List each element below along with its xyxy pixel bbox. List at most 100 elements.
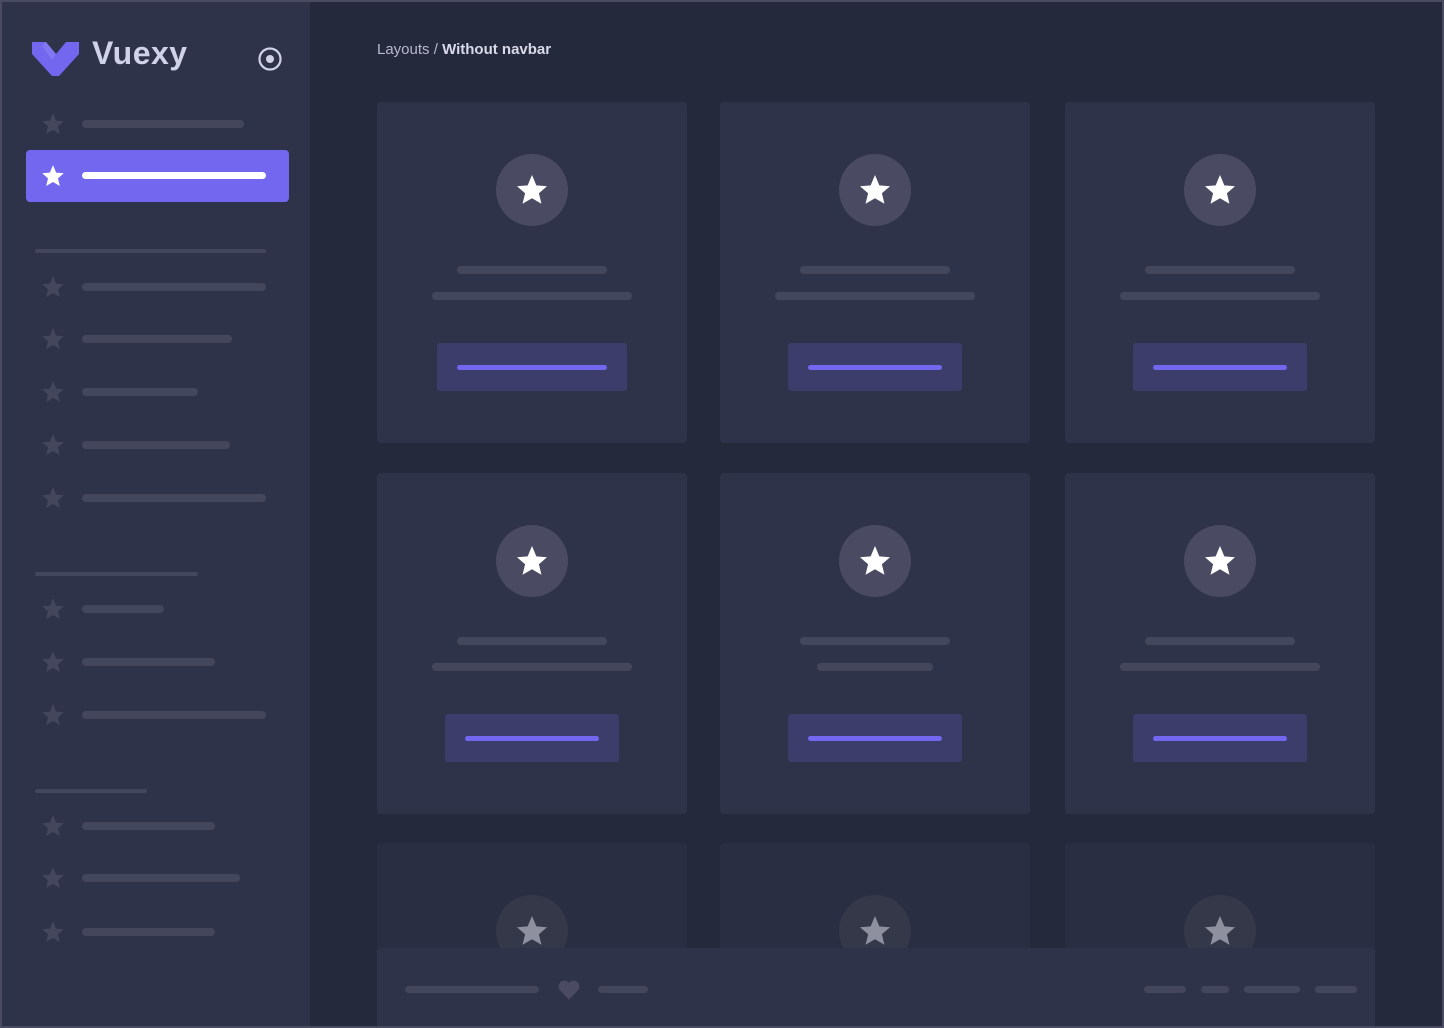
- star-icon: [860, 916, 890, 945]
- star-icon: [42, 921, 64, 942]
- radio-circle-icon[interactable]: [257, 46, 283, 72]
- star-icon: [517, 175, 547, 204]
- sidebar-item[interactable]: [26, 313, 289, 365]
- vuexy-logo-icon: [32, 42, 79, 76]
- card-title-line: [1145, 637, 1295, 645]
- card-button-label: [1153, 365, 1287, 370]
- card-button-label: [457, 365, 607, 370]
- sidebar-item-label: [82, 172, 266, 179]
- sidebar-item[interactable]: [26, 852, 289, 904]
- star-icon: [517, 546, 547, 575]
- star-icon: [42, 867, 64, 888]
- star-icon: [42, 434, 64, 455]
- card-action-button[interactable]: [788, 714, 962, 762]
- card: [377, 473, 687, 814]
- sidebar-item-label: [82, 283, 266, 291]
- card: [1065, 843, 1375, 967]
- sidebar-item[interactable]: [26, 261, 289, 313]
- footer: [377, 948, 1375, 1026]
- card-button-label: [808, 736, 942, 741]
- star-icon: [42, 381, 64, 402]
- sidebar-item[interactable]: [26, 98, 289, 150]
- sidebar-item[interactable]: [26, 636, 289, 688]
- card: [720, 843, 1030, 967]
- card: [377, 843, 687, 967]
- breadcrumb: Layouts / Without navbar: [377, 41, 551, 58]
- sidebar-item-label: [82, 120, 244, 128]
- star-icon: [860, 175, 890, 204]
- sidebar-section-divider: [35, 572, 198, 576]
- sidebar-item-label: [82, 928, 215, 936]
- card: [377, 102, 687, 443]
- sidebar-item-label: [82, 494, 266, 502]
- star-icon: [42, 598, 64, 619]
- card: [1065, 102, 1375, 443]
- star-icon: [42, 704, 64, 725]
- sidebar: Vuexy: [2, 2, 310, 1026]
- star-icon: [42, 276, 64, 297]
- sidebar-item[interactable]: [26, 419, 289, 471]
- card-title-line: [1145, 266, 1295, 274]
- card-action-button[interactable]: [445, 714, 619, 762]
- footer-link[interactable]: [1201, 986, 1229, 993]
- star-icon: [860, 546, 890, 575]
- brand-name: Vuexy: [92, 35, 188, 71]
- star-icon: [1205, 916, 1235, 945]
- sidebar-item-label: [82, 605, 164, 613]
- breadcrumb-separator: /: [429, 41, 443, 58]
- star-icon: [42, 487, 64, 508]
- star-icon: [42, 328, 64, 349]
- card-subtitle-line: [1120, 663, 1320, 671]
- card-avatar: [1184, 154, 1256, 226]
- star-icon: [517, 916, 547, 945]
- card: [720, 102, 1030, 443]
- footer-text-line: [405, 986, 539, 993]
- footer-link[interactable]: [1315, 986, 1357, 993]
- card-subtitle-line: [432, 292, 632, 300]
- card-title-line: [800, 637, 950, 645]
- card-action-button[interactable]: [1133, 714, 1307, 762]
- card-avatar: [839, 154, 911, 226]
- card-title-line: [457, 266, 607, 274]
- card-action-button[interactable]: [788, 343, 962, 391]
- card-action-button[interactable]: [437, 343, 627, 391]
- star-icon: [42, 165, 64, 186]
- card-avatar: [496, 525, 568, 597]
- sidebar-item[interactable]: [26, 906, 289, 958]
- sidebar-item-label: [82, 441, 230, 449]
- sidebar-section-divider: [35, 789, 147, 793]
- card-subtitle-line: [775, 292, 975, 300]
- sidebar-item[interactable]: [26, 689, 289, 741]
- footer-link[interactable]: [1144, 986, 1186, 993]
- sidebar-item-active[interactable]: [26, 150, 289, 202]
- sidebar-item-label: [82, 711, 266, 719]
- breadcrumb-parent[interactable]: Layouts: [377, 41, 430, 58]
- star-icon: [42, 113, 64, 134]
- star-icon: [1205, 546, 1235, 575]
- card-button-label: [465, 736, 599, 741]
- sidebar-item-label: [82, 335, 232, 343]
- star-icon: [42, 651, 64, 672]
- card-action-button[interactable]: [1133, 343, 1307, 391]
- sidebar-item-label: [82, 658, 215, 666]
- card: [1065, 473, 1375, 814]
- card: [720, 473, 1030, 814]
- sidebar-item[interactable]: [26, 366, 289, 418]
- footer-text-line: [598, 986, 648, 993]
- card-subtitle-line: [1120, 292, 1320, 300]
- sidebar-item[interactable]: [26, 800, 289, 852]
- footer-link[interactable]: [1244, 986, 1300, 993]
- sidebar-item-label: [82, 874, 240, 882]
- heart-icon: [558, 980, 580, 1000]
- star-icon: [1205, 175, 1235, 204]
- sidebar-item[interactable]: [26, 472, 289, 524]
- card-button-label: [808, 365, 942, 370]
- card-button-label: [1153, 736, 1287, 741]
- card-subtitle-line: [432, 663, 632, 671]
- sidebar-item[interactable]: [26, 583, 289, 635]
- card-subtitle-line: [817, 663, 933, 671]
- card-avatar: [1184, 525, 1256, 597]
- breadcrumb-current: Without navbar: [442, 41, 552, 58]
- sidebar-item-label: [82, 822, 215, 830]
